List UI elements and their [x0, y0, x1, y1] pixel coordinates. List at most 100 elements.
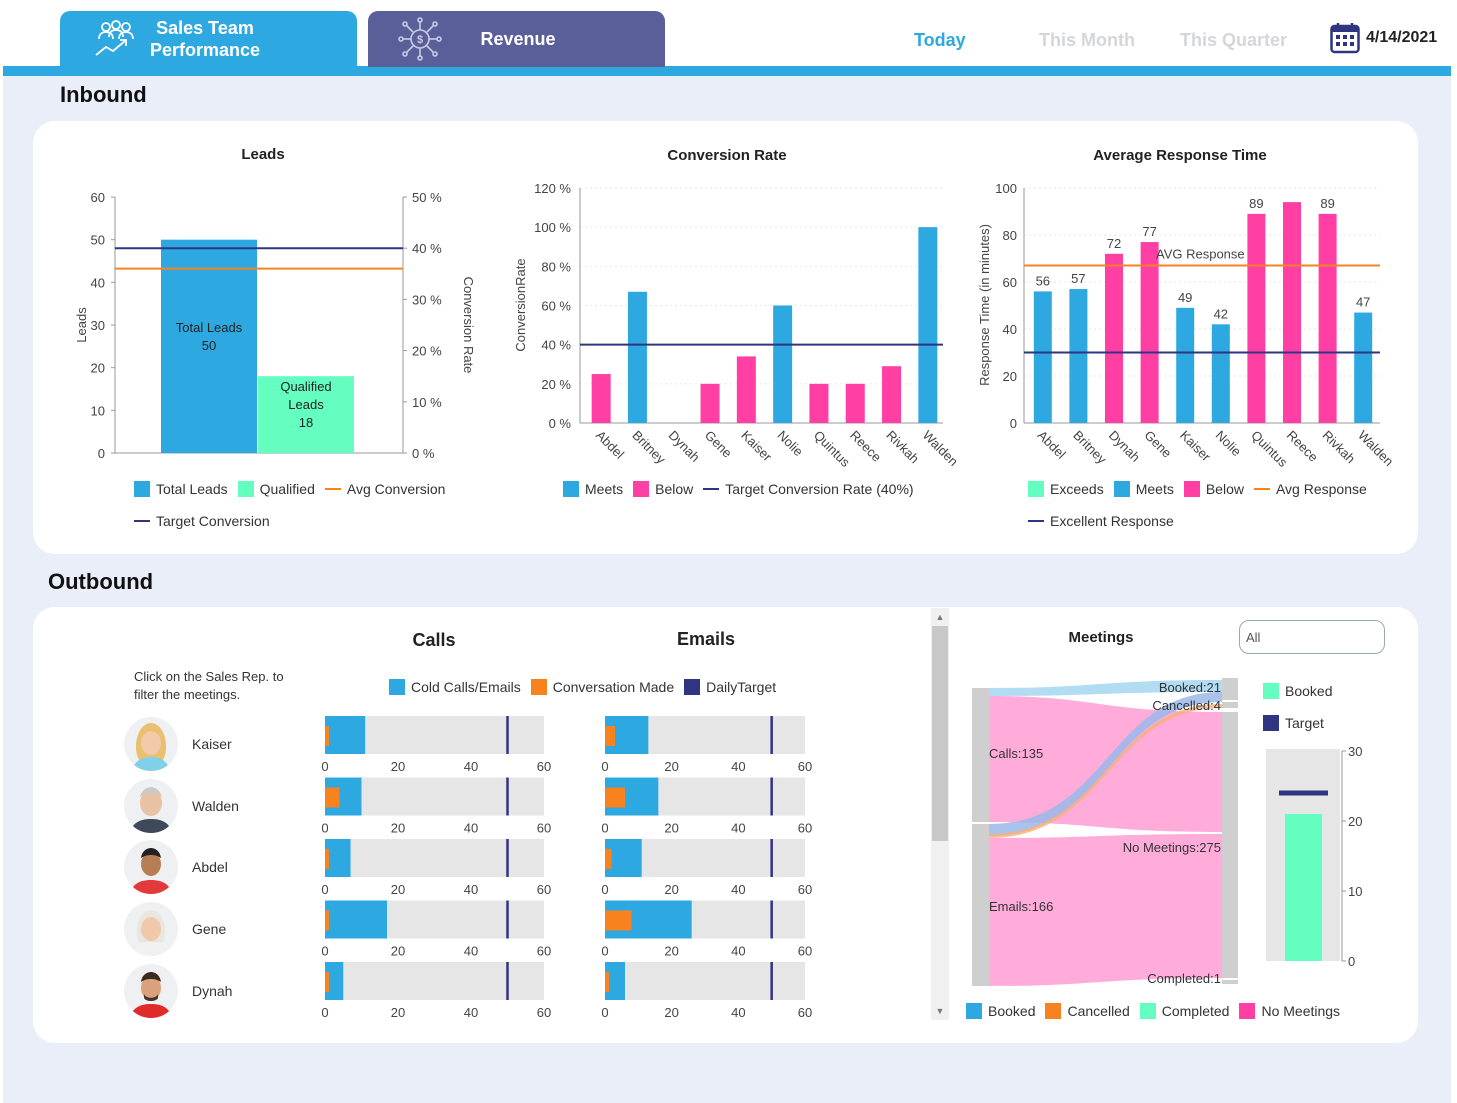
legend-no-meetings[interactable]: No Meetings [1239, 1003, 1340, 1019]
rep-walden[interactable]: Walden [124, 779, 239, 833]
legend-below[interactable]: Below [633, 481, 693, 497]
gauge-tick: 20 [1348, 814, 1362, 829]
bullet-tick: 20 [391, 759, 405, 774]
period-this-quarter[interactable]: This Quarter [1180, 30, 1288, 50]
gauge-tick: 30 [1348, 744, 1362, 759]
bullet-tick: 20 [664, 759, 678, 774]
outbound-scrollbar[interactable]: ▲ ▼ [931, 608, 949, 1020]
node-calls[interactable] [972, 688, 989, 822]
conv-x-tick: Kaiser [738, 428, 775, 465]
conv-bar [736, 356, 756, 423]
conv-y-tick: 100 % [534, 220, 571, 235]
bullet-conversation-bar [325, 910, 329, 931]
scroll-down-arrow[interactable]: ▼ [935, 1006, 945, 1016]
bullet-tick: 40 [464, 821, 478, 836]
legend-meets[interactable]: Meets [563, 481, 623, 497]
node-cancelled[interactable] [1222, 702, 1238, 708]
leads-bar [258, 376, 354, 453]
legend-completed[interactable]: Completed [1139, 1003, 1229, 1019]
conv-bar [809, 383, 829, 423]
conv-x-tick: Abdel [593, 428, 627, 462]
legend-conversation-made[interactable]: Conversation Made [530, 679, 674, 695]
bullet-cold-bar [325, 962, 344, 1000]
legend-booked[interactable]: Booked [966, 1003, 1035, 1019]
legend-qualified[interactable]: Qualified [237, 481, 315, 497]
flow-emails-booked[interactable] [989, 692, 1222, 836]
bullet-tick: 20 [664, 821, 678, 836]
date-picker[interactable]: 4/14/2021 [1330, 22, 1437, 54]
resp-data-label: 49 [1178, 290, 1192, 305]
sankey-label-calls: Calls:135 [989, 746, 1043, 761]
resp-x-tick: Abdel [1035, 428, 1069, 462]
legend-meets-response[interactable]: Meets [1113, 481, 1174, 497]
tab-revenue[interactable]: $ Revenue [368, 11, 665, 67]
node-emails[interactable] [972, 824, 989, 986]
legend-cold-calls-emails[interactable]: Cold Calls/Emails [389, 679, 521, 695]
meetings-title: Meetings [1068, 629, 1134, 646]
bullet-conversation-bar [605, 910, 632, 931]
conv-y-tick: 80 % [541, 259, 571, 274]
meetings-filter-dropdown[interactable]: All [1239, 620, 1385, 654]
period-today[interactable]: Today [914, 30, 966, 50]
node-booked[interactable] [1222, 678, 1238, 700]
tab-sales-label-line2: Performance [150, 40, 261, 60]
legend-avg-conversion[interactable]: Avg Conversion [324, 481, 445, 497]
resp-bar [1069, 289, 1088, 423]
legend-total-leads[interactable]: Total Leads [134, 481, 228, 497]
rep-name: Walden [192, 798, 239, 814]
gauge-tick: 0 [1348, 954, 1355, 969]
conv-bar [700, 383, 720, 423]
legend-daily-target[interactable]: DailyTarget [684, 679, 776, 695]
conv-y-axis-label: ConversionRate [513, 258, 528, 351]
leads-legend-row2: Target Conversion [134, 513, 280, 529]
rep-kaiser[interactable]: Kaiser [124, 717, 232, 771]
resp-y-tick: 40 [1003, 322, 1017, 337]
scroll-up-arrow[interactable]: ▲ [935, 612, 945, 622]
bullet-tick: 40 [731, 759, 745, 774]
leads-left-tick: 20 [91, 361, 105, 376]
resp-data-label: 89 [1249, 196, 1263, 211]
legend-cancelled[interactable]: Cancelled [1045, 1003, 1130, 1019]
legend-target-conversion[interactable]: Target Conversion [134, 513, 270, 529]
scroll-thumb[interactable] [932, 626, 948, 841]
emails-bars: 0 20 40 60 0 20 40 60 0 20 40 60 0 20 40 60 0 20 40 60 [601, 716, 812, 1020]
legend-target-conversion-rate[interactable]: Target Conversion Rate (40%) [703, 481, 914, 497]
node-no-meetings[interactable] [1222, 712, 1238, 978]
flow-emails-no-meetings[interactable] [989, 834, 1222, 986]
resp-y-tick: 100 [995, 181, 1017, 196]
sankey-label-booked: Booked:21 [1159, 680, 1221, 695]
sankey-label-completed: Completed:1 [1147, 971, 1221, 986]
period-this-month[interactable]: This Month [1039, 30, 1135, 50]
tab-revenue-label: Revenue [480, 29, 556, 49]
leads-chart-title: Leads [241, 146, 285, 163]
rep-dynah[interactable]: Dynah [124, 964, 232, 1018]
conv-x-tick: Walden [920, 428, 961, 469]
flow-calls-booked[interactable] [989, 680, 1222, 696]
avatar [124, 717, 178, 771]
leads-right-tick: 40 % [412, 241, 442, 256]
legend-below-response[interactable]: Below [1183, 481, 1244, 497]
legend-avg-response[interactable]: Avg Response [1253, 481, 1367, 497]
rep-abdel[interactable]: Abdel [124, 840, 228, 894]
gauge-booked-bar [1285, 814, 1322, 961]
conv-x-tick: Britney [629, 428, 669, 468]
node-completed[interactable] [1222, 980, 1238, 984]
resp-data-label: 72 [1107, 236, 1121, 251]
rep-gene[interactable]: Gene [124, 902, 226, 956]
legend-excellent-response[interactable]: Excellent Response [1028, 513, 1174, 529]
team-growth-icon [95, 20, 134, 56]
bullet-tick: 60 [537, 759, 551, 774]
calls-title: Calls [412, 630, 456, 650]
resp-x-tick: Rivkah [1319, 428, 1358, 467]
legend-exceeds[interactable]: Exceeds [1028, 481, 1104, 497]
bullet-tick: 40 [464, 1005, 478, 1020]
rep-name: Dynah [192, 983, 233, 999]
gauge-legend-target-item[interactable]: Target [1263, 715, 1324, 731]
gauge-legend-booked-item[interactable]: Booked [1263, 683, 1332, 699]
emails-title: Emails [676, 629, 736, 649]
bullet-background [325, 839, 544, 877]
tab-sales-team-performance[interactable]: Sales Team Performance [60, 11, 357, 67]
bullet-tick: 0 [321, 759, 328, 774]
bullet-tick: 0 [321, 821, 328, 836]
gauge-legend-target: Target [1263, 715, 1334, 731]
